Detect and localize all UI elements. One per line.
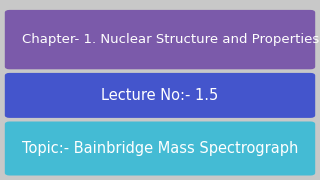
- Text: Topic:- Bainbridge Mass Spectrograph: Topic:- Bainbridge Mass Spectrograph: [22, 141, 299, 156]
- FancyBboxPatch shape: [5, 73, 315, 118]
- FancyBboxPatch shape: [5, 10, 315, 69]
- FancyBboxPatch shape: [5, 122, 315, 176]
- Text: Lecture No:- 1.5: Lecture No:- 1.5: [101, 88, 219, 103]
- Text: Chapter- 1. Nuclear Structure and Properties of Nuclei: Chapter- 1. Nuclear Structure and Proper…: [22, 33, 320, 46]
